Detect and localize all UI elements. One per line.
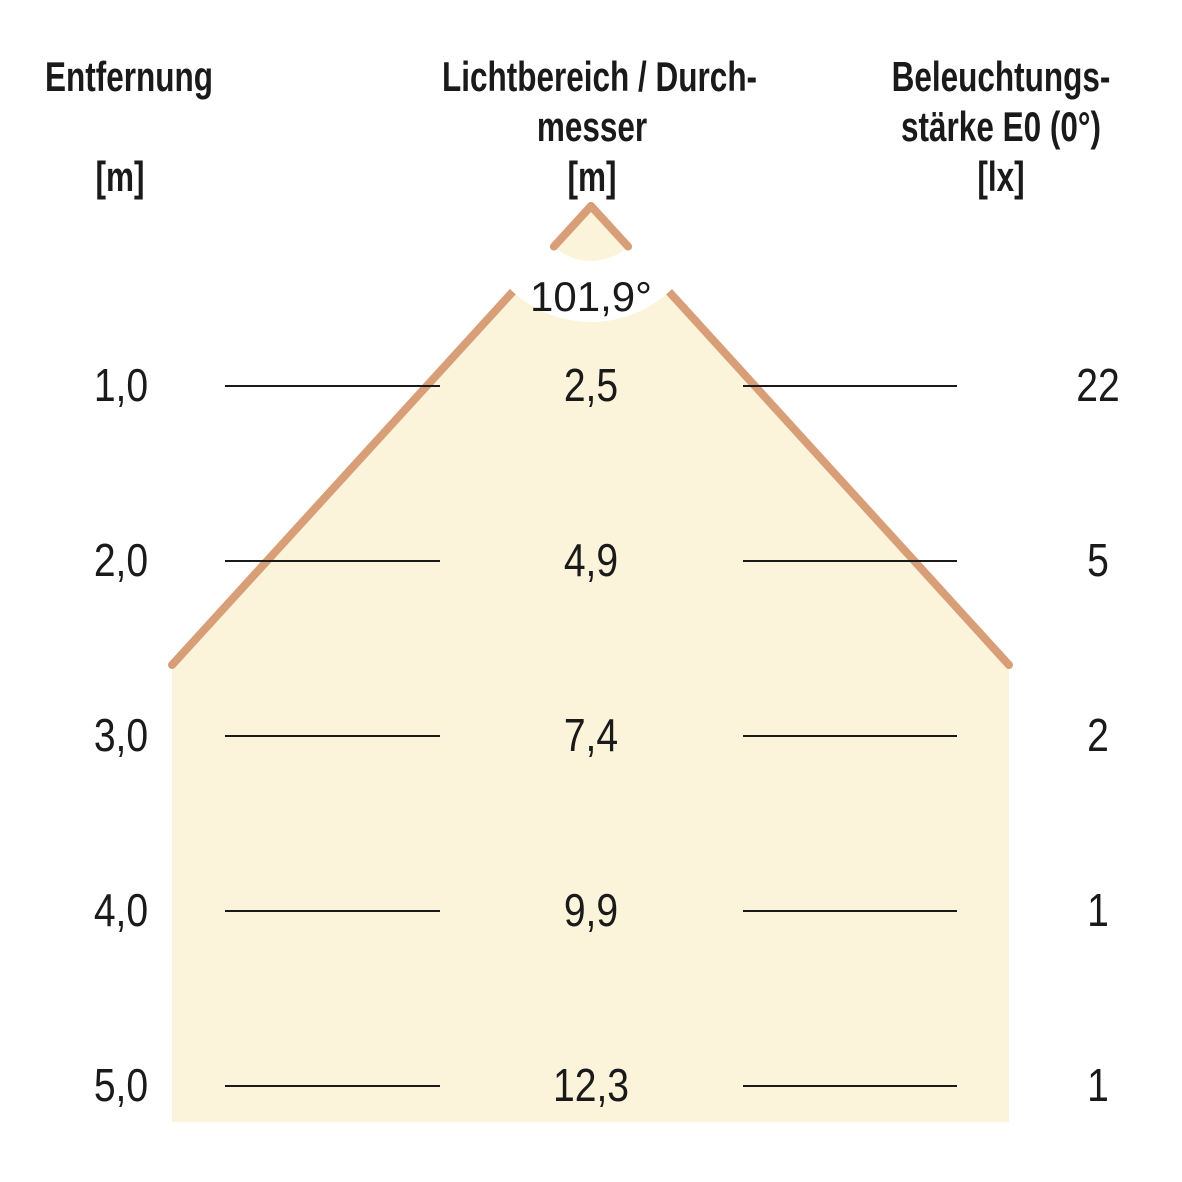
apex-wedge-fill xyxy=(553,206,629,261)
illuminance-value-row5: 1 xyxy=(1087,1059,1109,1111)
apex-wedge-edge-right xyxy=(587,202,633,251)
diameter-value-row1: 2,5 xyxy=(563,359,619,411)
distance-value-row1: 1,0 xyxy=(93,359,149,411)
header-illuminance-line2: stärke E0 (0°) xyxy=(901,103,1101,150)
distance-value-row4: 4,0 xyxy=(93,884,149,936)
light-cone-fill xyxy=(172,206,1009,1122)
illuminance-value-row1: 22 xyxy=(1076,359,1120,411)
header-diameter-line2: messer xyxy=(536,103,648,150)
header-diameter-line1: Lichtbereich / Durch- xyxy=(442,53,758,100)
illuminance-value-row4: 1 xyxy=(1087,884,1109,936)
diameter-value-row3: 7,4 xyxy=(563,709,619,761)
apex-wedge-edge-left xyxy=(549,202,595,251)
diameter-value-row4: 9,9 xyxy=(563,884,619,936)
distance-value-row2: 2,0 xyxy=(93,534,149,586)
illuminance-value-row3: 2 xyxy=(1087,709,1109,761)
header-distance: Entfernung xyxy=(45,53,213,100)
header-diameter-unit: [m] xyxy=(567,153,617,200)
distance-value-row3: 3,0 xyxy=(93,709,149,761)
diameter-value-row5: 12,3 xyxy=(552,1059,630,1111)
distance-value-row5: 5,0 xyxy=(93,1059,149,1111)
header-distance-unit: [m] xyxy=(95,153,145,200)
diameter-value-row2: 4,9 xyxy=(563,534,619,586)
illuminance-value-row2: 5 xyxy=(1087,534,1109,586)
beam-angle-value: 101,9° xyxy=(530,273,652,320)
header-illuminance-line1: Beleuchtungs- xyxy=(891,53,1111,100)
header-illuminance-unit: [lx] xyxy=(977,153,1025,200)
